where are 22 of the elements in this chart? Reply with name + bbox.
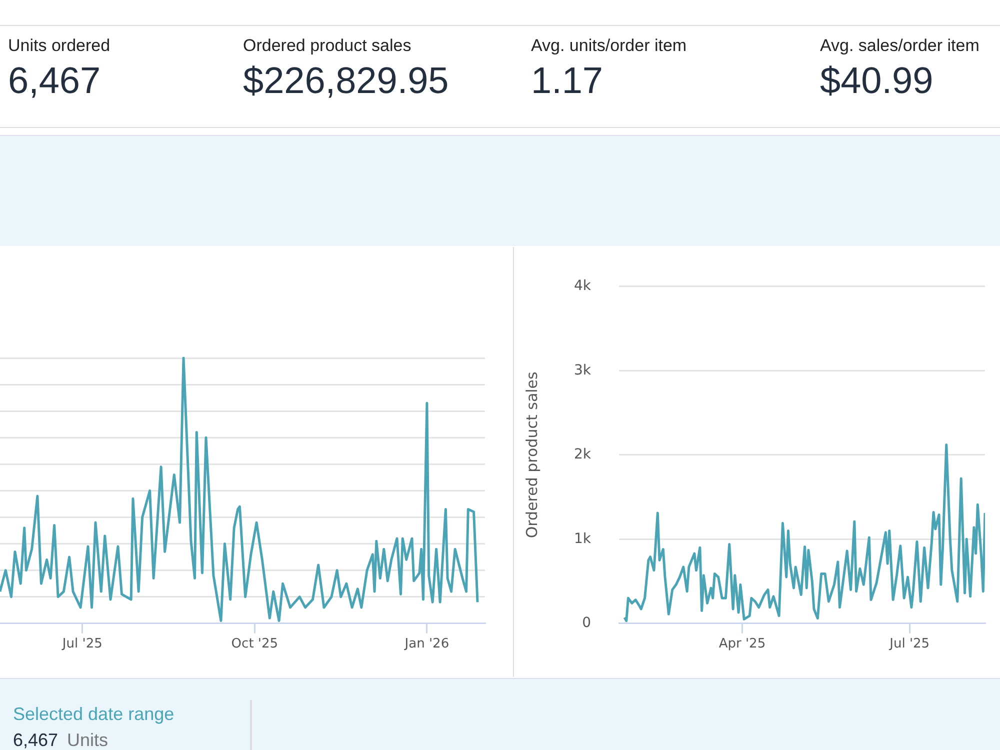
text: Units [67, 730, 108, 750]
text: 1.17 [531, 60, 604, 102]
y-axis-title: Ordered product sales [522, 371, 541, 538]
y-tick-label: 0 [582, 615, 592, 632]
x-tick-label: Apr '25 [718, 636, 766, 652]
text: $226,829.95 [243, 60, 449, 102]
text: $40.99 [820, 60, 934, 102]
x-tick-label: Jul '25 [61, 636, 102, 652]
x-tick-label: Jan '26 [404, 636, 450, 652]
text: 6,467 [8, 60, 101, 102]
text: Units ordered [8, 36, 110, 56]
y-tick-label: 1k [574, 530, 592, 547]
y-tick-label: 2k [574, 446, 592, 463]
text: Selected date range [13, 704, 174, 725]
y-tick-label: 4k [574, 278, 592, 294]
x-tick-label: Oct '25 [231, 636, 278, 652]
text: Ordered product sales [243, 36, 412, 56]
y-tick-label: 3k [574, 362, 592, 378]
text: 6,467 [13, 730, 58, 750]
x-tick-label: Jul '25 [888, 636, 930, 652]
text: Avg. sales/order item [820, 36, 980, 56]
text: Avg. units/order item [531, 36, 687, 56]
